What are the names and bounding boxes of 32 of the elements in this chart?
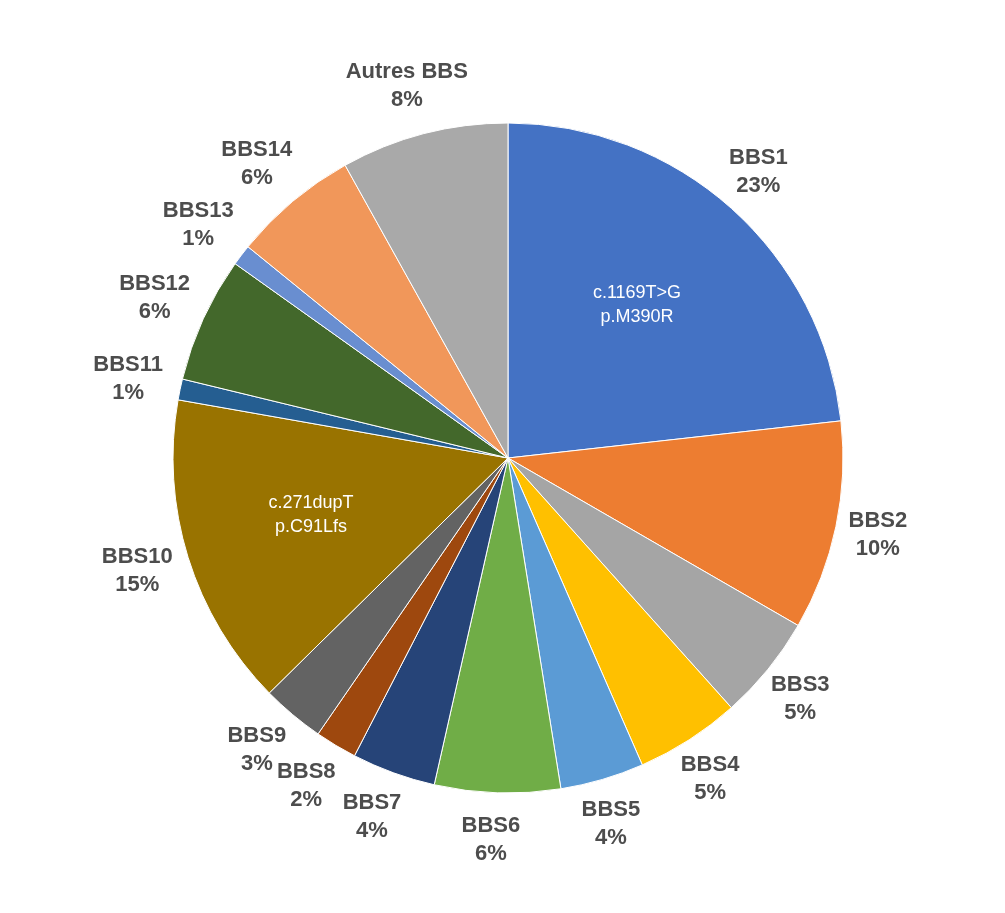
data-label: 6% (138, 297, 171, 323)
data-label: 2% (290, 785, 323, 811)
text: c.1169T>G p.M390R (592, 282, 682, 327)
data-label: 15% (115, 570, 160, 596)
slice-label: BBS10 (101, 542, 173, 568)
data-label: 3% (240, 750, 273, 776)
slice-label: BBS3 (770, 670, 830, 696)
data-label: 10% (855, 535, 900, 561)
data-label: 5% (784, 698, 817, 724)
data-label: 4% (595, 824, 627, 850)
data-label: 6% (474, 839, 507, 865)
slice-label: BBS8 (276, 757, 336, 783)
text: c.271dupT p.C91Lfs (268, 491, 354, 536)
slice-label: BBS4 (680, 751, 741, 777)
data-label: 5% (694, 779, 726, 805)
slice-label: BBS14 (221, 135, 294, 161)
data-label: 1% (182, 225, 215, 251)
slice-label: Autres BBS (345, 58, 468, 84)
slice-label: BBS6 (461, 811, 521, 837)
slice-label: BBS13 (162, 197, 234, 223)
data-label: 1% (112, 378, 145, 404)
slice-label: BBS1 (729, 143, 788, 169)
slice-label: BBS9 (227, 722, 287, 748)
slice-label: BBS12 (119, 269, 191, 295)
slice-label: BBS2 (848, 507, 908, 533)
data-label: 8% (390, 86, 423, 112)
slice-label: BBS11 (93, 350, 163, 376)
data-label: 6% (240, 163, 273, 189)
data-label: 23% (736, 171, 781, 197)
data-label: 4% (356, 816, 388, 842)
slice-label: BBS7 (342, 788, 402, 814)
slice-label: BBS5 (581, 796, 641, 822)
